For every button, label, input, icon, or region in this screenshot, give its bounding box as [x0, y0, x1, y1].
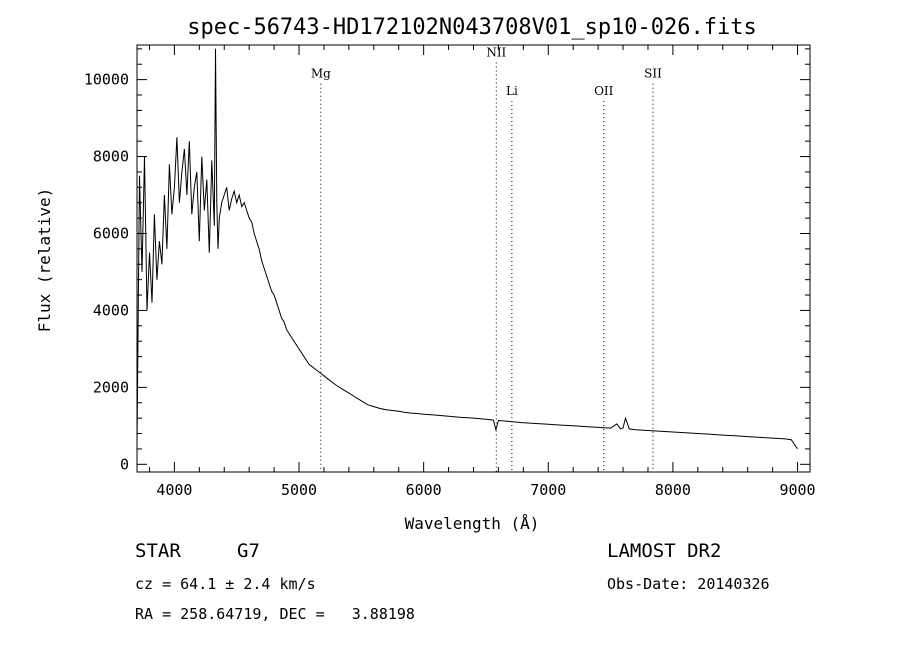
x-axis-label: Wavelength (Å): [405, 514, 540, 533]
x-tick-label: 7000: [530, 481, 566, 499]
survey-name: LAMOST DR2: [607, 540, 722, 562]
x-tick-label: 8000: [655, 481, 691, 499]
plot-frame: [136, 44, 811, 473]
x-tick-label: 5000: [281, 481, 317, 499]
y-tick-label: 0: [120, 455, 129, 473]
x-tick-label: 6000: [406, 481, 442, 499]
y-tick-label: 6000: [93, 224, 129, 242]
x-tick-label: 4000: [156, 481, 192, 499]
spectral-line-label: OII: [594, 84, 614, 98]
y-tick-label: 8000: [93, 148, 129, 166]
y-tick-label: 4000: [93, 301, 129, 319]
chart-title: spec-56743-HD172102N043708V01_sp10-026.f…: [187, 15, 757, 40]
spectral-line-label: Mg: [311, 67, 331, 81]
object-type: G7: [237, 540, 260, 562]
y-tick-label: 2000: [93, 378, 129, 396]
ra-dec-coordinates: RA = 258.64719, DEC = 3.88198: [135, 605, 415, 623]
spectral-line-label: Li: [506, 84, 518, 98]
redshift-cz: cz = 64.1 ± 2.4 km/s: [135, 575, 316, 593]
y-tick-label: 10000: [84, 71, 129, 89]
y-axis-label: Flux (relative): [35, 188, 54, 333]
spectral-line-label: NII: [486, 46, 506, 60]
spectrum-series-line: [136, 48, 798, 450]
x-tick-label: 9000: [779, 481, 815, 499]
spectral-line-label: SII: [644, 67, 662, 81]
object-class: STAR: [135, 540, 181, 562]
observation-date: Obs-Date: 20140326: [607, 575, 770, 593]
